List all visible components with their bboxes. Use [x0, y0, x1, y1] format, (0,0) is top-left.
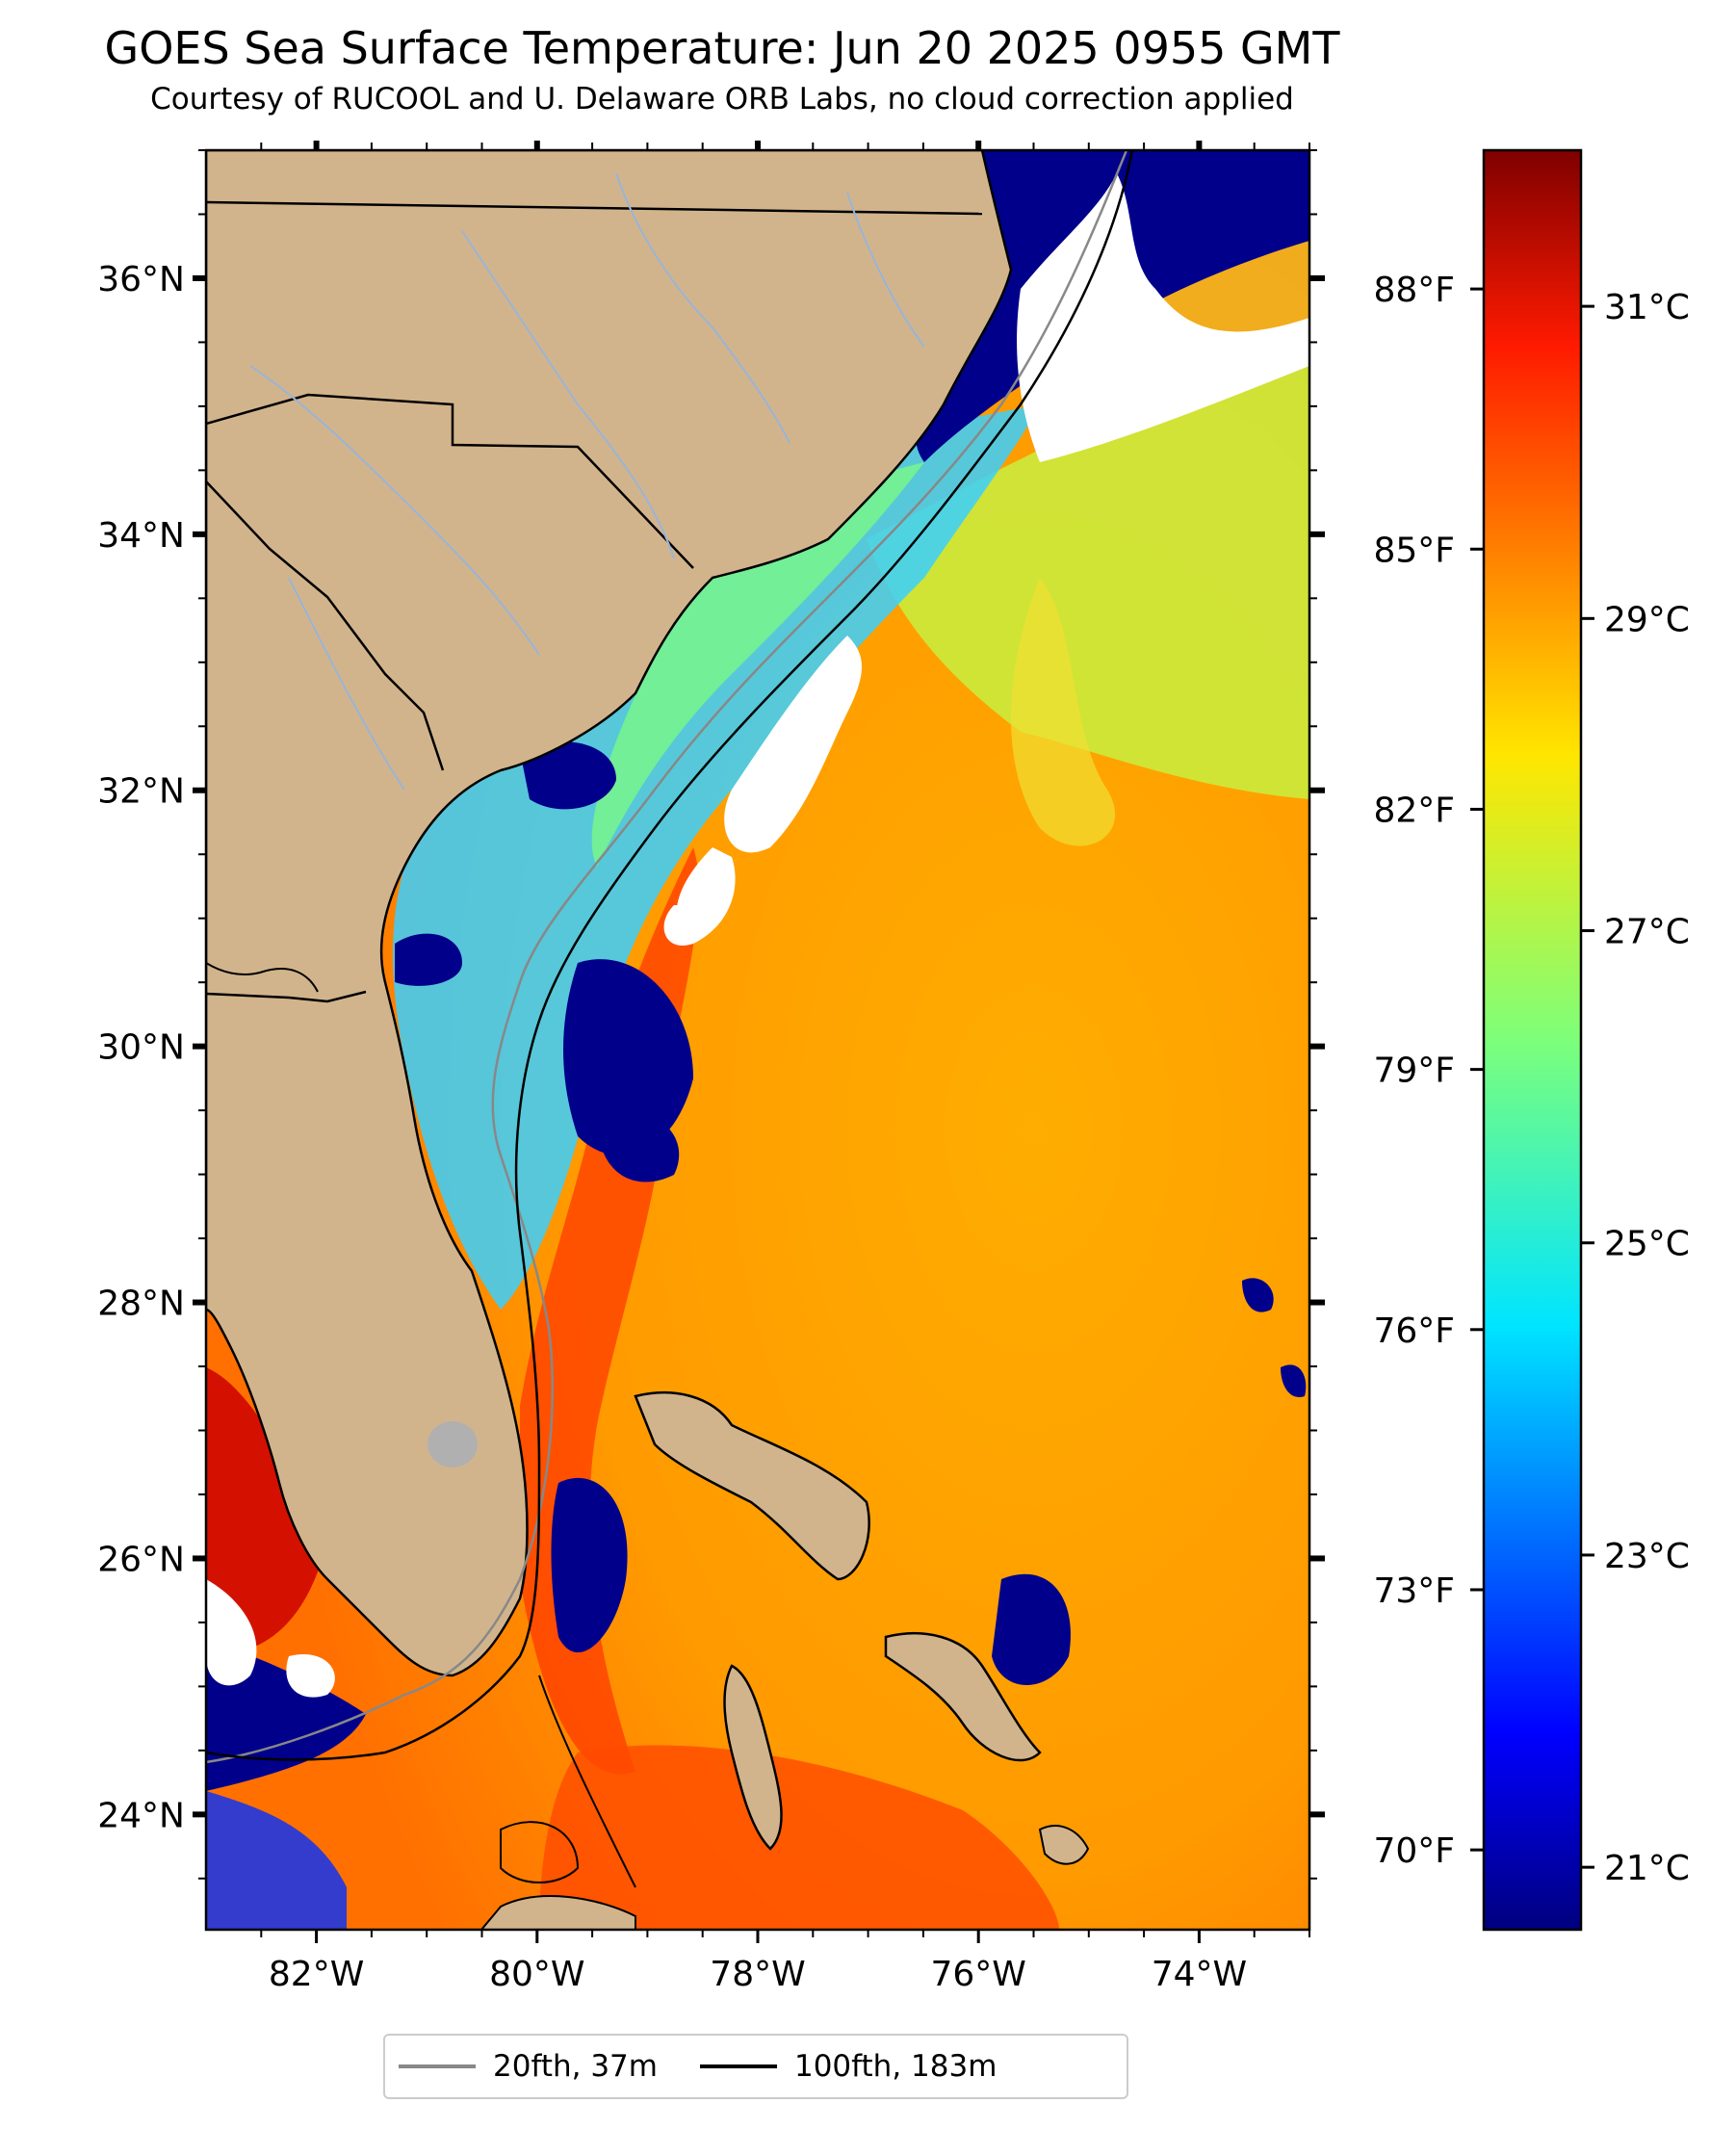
- legend-label-100fth: 100fth, 183m: [793, 2049, 998, 2084]
- cool-swirl: [1011, 578, 1116, 846]
- cold-mask-patch: [563, 959, 693, 1155]
- minor-ticks: [198, 143, 1317, 1937]
- contour-100fth-bahamas: [538, 1675, 636, 1888]
- cold-mask-patch: [1281, 1364, 1307, 1397]
- cbar-fahrenheit-label: 73°F: [1373, 1571, 1455, 1611]
- lake-okeechobee: [428, 1421, 478, 1467]
- cold-mask-patch: [551, 1477, 628, 1653]
- cold-water-straits: [206, 1791, 347, 1930]
- cbar-celsius-label: 27°C: [1604, 913, 1690, 952]
- land-southeast-us: [206, 150, 1013, 1677]
- river: [288, 577, 405, 791]
- cold-mask-patch: [1242, 1278, 1274, 1312]
- lon-tick-label: 82°W: [269, 1955, 364, 1994]
- cold-mask-patch: [597, 1111, 680, 1182]
- lat-tick-label: 30°N: [97, 1028, 185, 1068]
- cbar-celsius-label: 31°C: [1604, 288, 1690, 327]
- cloud-offshore: [663, 905, 697, 946]
- gulf-warm-water: [206, 1367, 327, 1656]
- legend-swatch-20fth: [399, 2064, 476, 2068]
- colorbar-celsius-axis: 31°C 29°C 27°C 25°C 23°C 21°C: [1581, 288, 1690, 1888]
- exuma-cays: [1038, 1825, 1090, 1865]
- river: [249, 365, 540, 656]
- nearshore-cool-water: [393, 404, 1041, 1310]
- river: [461, 230, 675, 559]
- contour-100fth: [206, 150, 1134, 1761]
- cbar-fahrenheit-label: 76°F: [1373, 1311, 1455, 1351]
- contour-20fth: [206, 150, 1128, 1764]
- cold-mask-patch: [992, 1573, 1071, 1685]
- state-border-nc-sc: [206, 393, 694, 569]
- contour-legend: 20fth, 37m 100fth, 183m: [383, 2034, 1128, 2099]
- lat-tick-label: 32°N: [97, 772, 185, 812]
- cbar-fahrenheit-label: 70°F: [1373, 1831, 1455, 1871]
- legend-item-100fth: 100fth, 183m: [699, 2049, 998, 2084]
- lat-tick-label: 24°N: [97, 1796, 185, 1835]
- andros-island: [723, 1664, 783, 1851]
- cold-mask-patch: [520, 741, 616, 810]
- legend-swatch-100fth: [699, 2064, 777, 2068]
- state-border-nc-va: [206, 200, 983, 216]
- cbar-celsius-label: 23°C: [1604, 1537, 1690, 1576]
- lat-tick-label: 34°N: [97, 516, 185, 556]
- cloud-gulf: [286, 1654, 335, 1698]
- eleuthera: [884, 1632, 1042, 1762]
- lat-tick-label: 28°N: [97, 1285, 185, 1324]
- cbar-celsius-label: 21°C: [1604, 1849, 1690, 1888]
- longitude-axis: 82°W 80°W 78°W 76°W 74°W: [269, 141, 1247, 1994]
- cbar-fahrenheit-label: 82°F: [1373, 791, 1455, 830]
- lon-tick-label: 80°W: [489, 1955, 584, 1994]
- legend-item-20fth: 20fth, 37m: [399, 2049, 658, 2084]
- contour-cay-sal: [500, 1821, 580, 1883]
- cbar-celsius-label: 29°C: [1604, 600, 1690, 639]
- cloud-offshore: [724, 636, 862, 853]
- colorbar: [1482, 148, 1583, 1932]
- cbar-fahrenheit-label: 85°F: [1373, 531, 1455, 570]
- warm-water-south: [539, 1745, 1059, 1930]
- lon-tick-label: 74°W: [1152, 1955, 1247, 1994]
- lat-tick-label: 26°N: [97, 1540, 185, 1579]
- cuba-coast: [479, 1895, 636, 1930]
- cool-water-ne: [867, 347, 1309, 799]
- state-border-al: [206, 962, 319, 993]
- colorbar-fahrenheit-axis: 88°F 85°F 82°F 79°F 76°F 73°F 70°F: [1373, 271, 1484, 1871]
- cbar-fahrenheit-label: 79°F: [1373, 1052, 1455, 1091]
- lat-tick-label: 36°N: [97, 260, 185, 299]
- cold-mask-patch: [395, 933, 462, 986]
- cloud-gulf: [206, 1579, 257, 1686]
- lon-tick-label: 76°W: [930, 1955, 1025, 1994]
- latitude-axis: 36°N 34°N 32°N 30°N 28°N 26°N 24°N: [97, 260, 1325, 1835]
- river: [615, 172, 790, 444]
- lon-tick-label: 78°W: [710, 1955, 805, 1994]
- state-border-ga-fl: [206, 990, 367, 1003]
- map-title: GOES Sea Surface Temperature: Jun 20 202…: [104, 22, 1340, 74]
- sst-map[interactable]: [206, 150, 1309, 1930]
- map-subtitle: Courtesy of RUCOOL and U. Delaware ORB L…: [150, 82, 1294, 117]
- grand-bahama: [634, 1391, 870, 1581]
- legend-label-20fth: 20fth, 37m: [493, 2049, 658, 2084]
- state-border-ga-sc: [206, 480, 445, 771]
- cbar-fahrenheit-label: 88°F: [1373, 271, 1455, 310]
- cloud-ne: [1017, 173, 1309, 462]
- river: [846, 192, 925, 348]
- cbar-celsius-label: 25°C: [1604, 1225, 1690, 1264]
